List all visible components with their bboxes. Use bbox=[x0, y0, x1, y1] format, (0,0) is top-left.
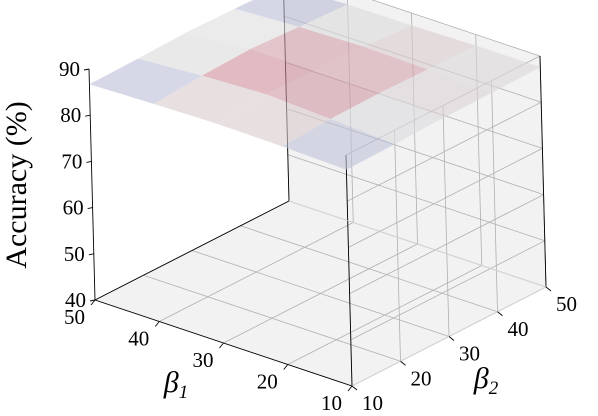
y-tick-mark bbox=[545, 286, 552, 292]
surface-cell bbox=[379, 69, 492, 118]
surface-cell bbox=[202, 48, 315, 95]
surface bbox=[89, 0, 541, 170]
x-tick-mark bbox=[154, 321, 160, 327]
surface-cell bbox=[250, 26, 364, 71]
y-tick-label: 10 bbox=[362, 391, 383, 415]
z-tick-mark bbox=[88, 253, 94, 256]
z-tick-mark bbox=[85, 114, 91, 117]
axis-edge bbox=[94, 200, 290, 301]
surface-cell bbox=[299, 4, 412, 47]
y-tick-mark bbox=[448, 336, 455, 341]
z-tick-label: 50 bbox=[64, 242, 85, 266]
z-tick-mark bbox=[87, 207, 93, 210]
z-axis-label: Accuracy (%) bbox=[0, 101, 33, 268]
axis-edge bbox=[88, 68, 96, 301]
x-tick-mark bbox=[283, 364, 289, 370]
grid-floor-y bbox=[240, 225, 498, 313]
y-axis-label-symbol: β bbox=[473, 362, 489, 395]
surface-cell bbox=[89, 58, 202, 104]
grid-right-y bbox=[442, 105, 450, 337]
grid-left-z bbox=[371, 0, 541, 57]
grid-floor-y bbox=[191, 250, 450, 337]
x-axis-label-subscript: 1 bbox=[179, 382, 189, 403]
x-tick-label: 30 bbox=[193, 348, 214, 372]
x-tick-label: 10 bbox=[321, 391, 342, 415]
grid-left-z bbox=[287, 154, 545, 242]
surface-cell bbox=[282, 118, 395, 170]
y-tick-label: 50 bbox=[556, 292, 577, 316]
surface-cell bbox=[153, 75, 267, 124]
surface-cell bbox=[314, 46, 428, 94]
y-tick-label: 30 bbox=[459, 342, 480, 366]
surface-cell bbox=[137, 32, 251, 76]
z-tick-label: 90 bbox=[59, 57, 80, 81]
surface-cell bbox=[363, 25, 476, 70]
grid-right-z bbox=[348, 148, 543, 248]
y-tick-label: 20 bbox=[411, 366, 432, 390]
y-tick-mark bbox=[497, 311, 503, 317]
grid-right-z bbox=[349, 194, 544, 294]
axis-edge bbox=[539, 55, 547, 288]
z-tick-label: 70 bbox=[61, 149, 82, 173]
x-tick-mark bbox=[347, 385, 353, 392]
x-tick-label: 40 bbox=[128, 327, 149, 351]
grid-floor-y bbox=[143, 274, 401, 362]
x-axis-label: β1 bbox=[163, 366, 188, 403]
grid-right-y bbox=[491, 80, 498, 312]
x-tick-mark bbox=[219, 342, 224, 349]
z-tick-label: 60 bbox=[63, 196, 84, 220]
surface-cell bbox=[186, 8, 299, 49]
y-tick-label: 40 bbox=[508, 317, 529, 341]
pane-edge bbox=[288, 200, 547, 288]
grid-right-y bbox=[394, 130, 401, 362]
z-tick-mark bbox=[83, 68, 90, 71]
z-tick-label: 80 bbox=[60, 103, 81, 127]
surface-cell bbox=[217, 94, 331, 147]
x-tick-label: 20 bbox=[257, 370, 278, 394]
surface-cell bbox=[266, 70, 379, 119]
surface-cell bbox=[427, 45, 541, 93]
y-axis-label: β2 bbox=[473, 362, 499, 399]
x-tick-label: 50 bbox=[64, 305, 85, 329]
surface-cell bbox=[330, 93, 444, 145]
axis-edge bbox=[345, 154, 353, 387]
y-axis-label-subscript: 2 bbox=[489, 378, 499, 399]
y-tick-mark bbox=[351, 385, 358, 391]
y-tick-mark bbox=[400, 360, 406, 366]
z-tick-mark bbox=[89, 299, 96, 302]
x-axis-label-symbol: β bbox=[163, 366, 179, 399]
x-tick-mark bbox=[90, 299, 96, 306]
z-tick-label: 40 bbox=[65, 288, 86, 312]
z-tick-mark bbox=[86, 160, 92, 163]
grid-right-z bbox=[350, 240, 545, 341]
surface-cell bbox=[234, 0, 348, 27]
grid-right-z bbox=[347, 101, 542, 202]
